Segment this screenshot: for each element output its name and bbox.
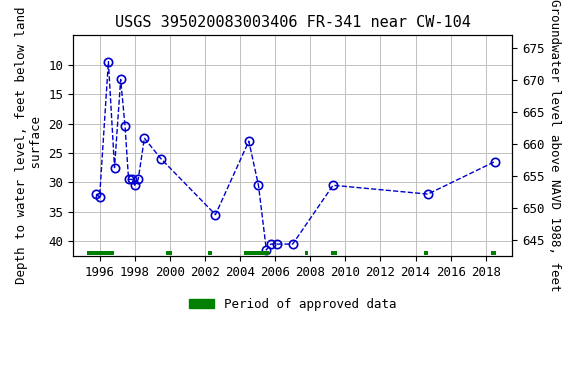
Y-axis label: Depth to water level, feet below land
 surface: Depth to water level, feet below land su… — [15, 7, 43, 284]
Bar — [166, 251, 172, 255]
Legend: Period of approved data: Period of approved data — [184, 293, 401, 316]
Bar — [305, 251, 309, 255]
Title: USGS 395020083003406 FR-341 near CW-104: USGS 395020083003406 FR-341 near CW-104 — [115, 15, 471, 30]
Bar — [331, 251, 336, 255]
Bar — [244, 251, 269, 255]
Bar — [425, 251, 428, 255]
Bar — [209, 251, 212, 255]
Bar — [491, 251, 497, 255]
Bar — [88, 251, 113, 255]
Y-axis label: Groundwater level above NAVD 1988, feet: Groundwater level above NAVD 1988, feet — [548, 0, 561, 292]
